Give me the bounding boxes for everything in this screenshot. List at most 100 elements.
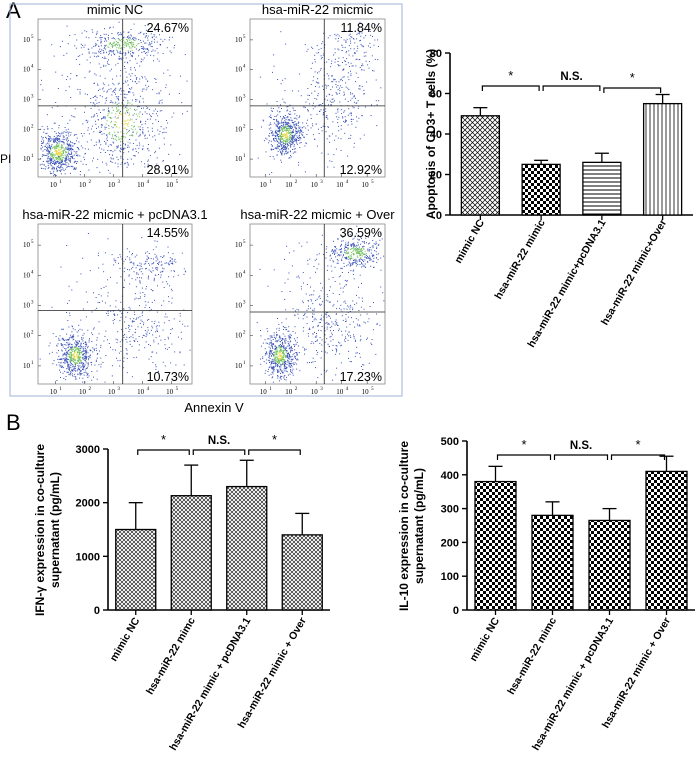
flow-x-tick-base: 10 bbox=[260, 181, 268, 189]
flow-y-tick-exponent: 3 bbox=[243, 301, 246, 306]
ifng-bar-chart: 0 1000 2000 3000 IFN-γ expression in co-cult… bbox=[33, 432, 330, 753]
flow-x-tick-exponent: 5 bbox=[371, 387, 374, 392]
flow-y-tick-exponent: 1 bbox=[243, 154, 246, 159]
bar bbox=[474, 480, 517, 611]
bar bbox=[115, 528, 157, 611]
significance-star: * bbox=[635, 437, 640, 452]
flow-y-tick-exponent: 5 bbox=[31, 35, 34, 40]
flow-x-tick-base: 10 bbox=[166, 181, 174, 189]
flow-x-tick-exponent: 4 bbox=[147, 180, 150, 185]
flow-x-tick-exponent: 1 bbox=[269, 387, 272, 392]
significance-ns: N.S. bbox=[570, 440, 592, 452]
flow-x-tick-exponent: 2 bbox=[295, 387, 298, 392]
flow-x-tick-base: 10 bbox=[311, 388, 319, 396]
flow-x-tick-exponent: 1 bbox=[269, 180, 272, 185]
flow-y-tick-exponent: 4 bbox=[243, 65, 246, 70]
flow-y-tick-exponent: 5 bbox=[243, 35, 246, 40]
flow-y-tick-base: 10 bbox=[23, 271, 31, 279]
y-tick-label: 500 bbox=[441, 436, 459, 448]
y-tick-label: 20 bbox=[430, 170, 442, 182]
significance-star: * bbox=[630, 70, 635, 85]
significance-bracket bbox=[248, 449, 301, 455]
bar bbox=[582, 161, 622, 216]
flow-x-tick-exponent: 3 bbox=[320, 180, 323, 185]
flow-x-tick-exponent: 1 bbox=[59, 387, 62, 392]
flow-plot-frame bbox=[249, 223, 386, 385]
x-category-label: hsa-miR-22 mimc bbox=[144, 615, 198, 696]
flow-x-tick-exponent: 4 bbox=[147, 387, 150, 392]
flow-y-tick-exponent: 3 bbox=[31, 301, 34, 306]
flow-plot-title: hsa-miR-22 micmic bbox=[262, 2, 374, 17]
significance-star: * bbox=[161, 432, 166, 447]
flow-plot-dots bbox=[256, 225, 385, 383]
bar bbox=[588, 519, 631, 611]
significance-bracket bbox=[542, 85, 601, 91]
flow-y-tick-base: 10 bbox=[23, 332, 31, 340]
panel-label-a: A bbox=[6, 0, 21, 23]
flow-x-tick-base: 10 bbox=[285, 181, 293, 189]
flow-y-tick-base: 10 bbox=[23, 95, 31, 103]
flow-y-tick-exponent: 1 bbox=[31, 361, 34, 366]
flow-plot-dots bbox=[39, 21, 188, 177]
x-category-label: hsa-miR-22 mimic + Over bbox=[600, 616, 673, 731]
significance-bracket bbox=[192, 449, 246, 455]
flow-y-tick-base: 10 bbox=[23, 241, 31, 249]
flow-x-tick-base: 10 bbox=[260, 388, 268, 396]
upper-right-percentage: 14.55% bbox=[147, 226, 189, 240]
x-category-label: mimic NC bbox=[467, 615, 502, 663]
flow-y-tick-base: 10 bbox=[235, 271, 243, 279]
y-tick-label: 3000 bbox=[76, 444, 100, 456]
flow-x-tick-exponent: 4 bbox=[346, 180, 349, 185]
flow-x-tick-base: 10 bbox=[285, 388, 293, 396]
y-tick-label: 100 bbox=[441, 571, 459, 583]
lower-right-percentage: 17.23% bbox=[340, 370, 382, 384]
bar bbox=[645, 470, 688, 611]
y-tick-label: 400 bbox=[441, 470, 459, 482]
bar bbox=[531, 514, 574, 611]
flow-y-tick-exponent: 5 bbox=[31, 240, 34, 245]
flow-x-axis-label: Annexin V bbox=[184, 400, 244, 415]
panel-label-b: B bbox=[6, 410, 21, 435]
significance-star: * bbox=[521, 437, 526, 452]
flow-y-tick-base: 10 bbox=[235, 36, 243, 44]
flow-x-tick-exponent: 2 bbox=[295, 180, 298, 185]
flow-plot-title: mimic NC bbox=[87, 2, 143, 17]
y-tick-label: 80 bbox=[430, 48, 442, 60]
il10-bar-chart: 0 100 200 300 400 500 IL-10 expression in co-c… bbox=[397, 436, 695, 753]
flow-y-tick-exponent: 2 bbox=[243, 331, 246, 336]
flow-x-tick-exponent: 2 bbox=[88, 180, 91, 185]
flow-x-tick-exponent: 3 bbox=[320, 387, 323, 392]
lower-right-percentage: 10.73% bbox=[147, 370, 189, 384]
significance-ns: N.S. bbox=[208, 435, 230, 447]
flow-x-tick-exponent: 3 bbox=[118, 180, 121, 185]
flow-x-tick-base: 10 bbox=[79, 388, 87, 396]
significance-bracket bbox=[481, 85, 540, 91]
significance-star: * bbox=[508, 68, 513, 83]
flow-y-tick-base: 10 bbox=[23, 125, 31, 133]
y-tick-label: 1000 bbox=[76, 551, 100, 563]
bar bbox=[281, 534, 323, 611]
lower-right-percentage: 28.91% bbox=[147, 163, 189, 177]
y-tick-label: 300 bbox=[441, 504, 459, 516]
significance-bracket bbox=[610, 454, 666, 460]
upper-right-percentage: 11.84% bbox=[341, 21, 382, 35]
flow-plot-3: hsa-miR-22 micmic + pcDNA3.1 14.55% 10.73%… bbox=[22, 207, 207, 396]
flow-plot-frame bbox=[249, 18, 386, 178]
flow-y-tick-exponent: 3 bbox=[243, 94, 246, 99]
flow-x-tick-base: 10 bbox=[336, 388, 344, 396]
bar bbox=[460, 115, 501, 216]
flow-y-tick-base: 10 bbox=[235, 95, 243, 103]
flow-x-tick-exponent: 2 bbox=[88, 387, 91, 392]
flow-x-tick-exponent: 5 bbox=[176, 180, 179, 185]
flow-y-tick-base: 10 bbox=[235, 125, 243, 133]
significance-bracket bbox=[137, 449, 190, 455]
flow-y-tick-base: 10 bbox=[235, 302, 243, 310]
lower-right-percentage: 12.92% bbox=[340, 163, 382, 177]
flow-x-tick-base: 10 bbox=[108, 388, 116, 396]
significance-bracket bbox=[496, 454, 552, 460]
flow-y-tick-exponent: 2 bbox=[31, 331, 34, 336]
flow-plot-title: hsa-miR-22 micmic + pcDNA3.1 bbox=[22, 207, 207, 222]
flow-x-tick-base: 10 bbox=[166, 388, 174, 396]
